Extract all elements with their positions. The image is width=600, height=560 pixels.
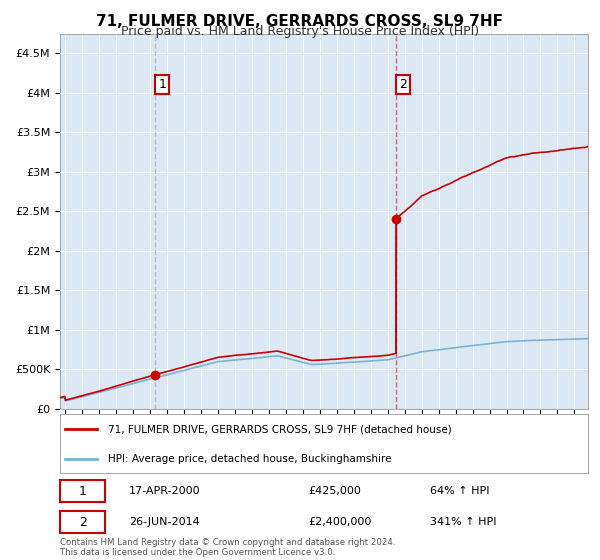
Text: HPI: Average price, detached house, Buckinghamshire: HPI: Average price, detached house, Buck…	[107, 454, 391, 464]
Text: Price paid vs. HM Land Registry's House Price Index (HPI): Price paid vs. HM Land Registry's House …	[121, 25, 479, 38]
Text: 2: 2	[79, 516, 86, 529]
Text: 2: 2	[400, 78, 407, 91]
Text: 26-JUN-2014: 26-JUN-2014	[128, 517, 199, 527]
Text: 71, FULMER DRIVE, GERRARDS CROSS, SL9 7HF (detached house): 71, FULMER DRIVE, GERRARDS CROSS, SL9 7H…	[107, 424, 451, 434]
FancyBboxPatch shape	[60, 511, 105, 533]
Text: 64% ↑ HPI: 64% ↑ HPI	[430, 487, 489, 496]
FancyBboxPatch shape	[60, 480, 105, 502]
Text: Contains HM Land Registry data © Crown copyright and database right 2024.
This d: Contains HM Land Registry data © Crown c…	[60, 538, 395, 557]
Text: 71, FULMER DRIVE, GERRARDS CROSS, SL9 7HF: 71, FULMER DRIVE, GERRARDS CROSS, SL9 7H…	[97, 14, 503, 29]
Text: 341% ↑ HPI: 341% ↑ HPI	[430, 517, 496, 527]
Text: £425,000: £425,000	[308, 487, 361, 496]
Text: 17-APR-2000: 17-APR-2000	[128, 487, 200, 496]
Text: 1: 1	[79, 485, 86, 498]
Text: 1: 1	[158, 78, 166, 91]
Text: £2,400,000: £2,400,000	[308, 517, 371, 527]
